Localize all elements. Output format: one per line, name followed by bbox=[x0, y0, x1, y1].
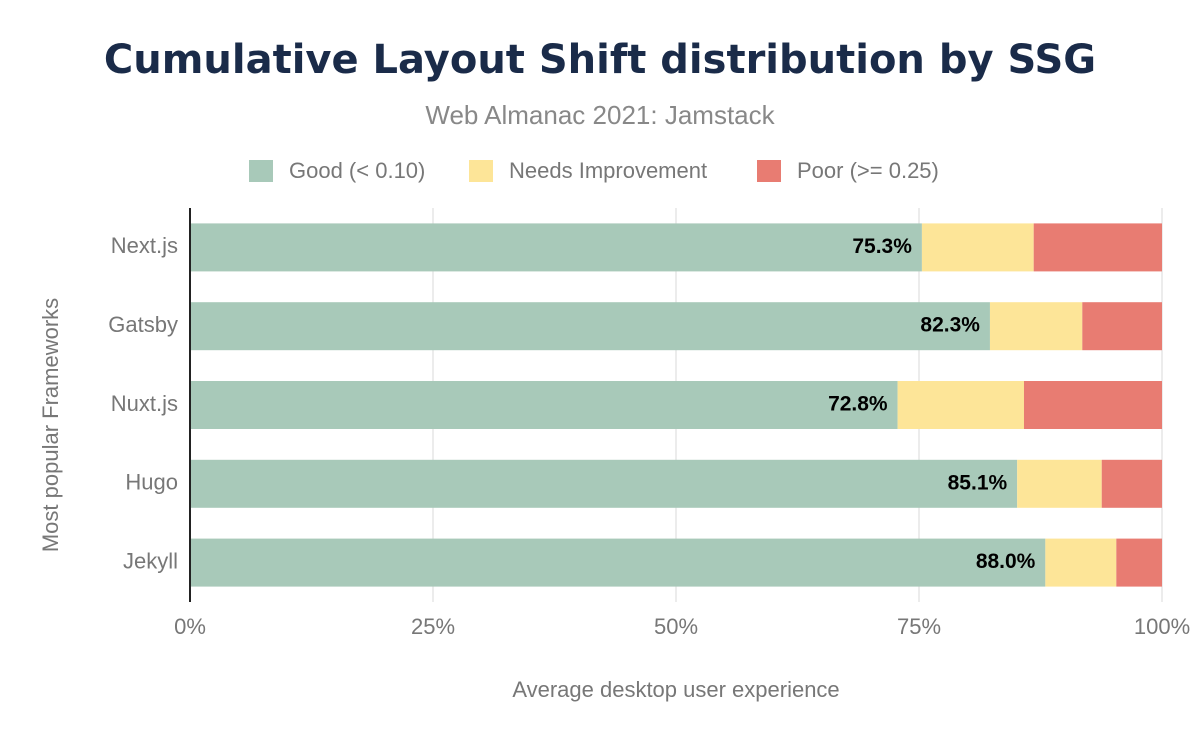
bar-segment bbox=[1101, 459, 1162, 508]
legend-label: Poor (>= 0.25) bbox=[797, 158, 939, 183]
data-label: 85.1% bbox=[948, 471, 1008, 494]
chart-title: Cumulative Layout Shift distribution by … bbox=[104, 37, 1096, 83]
x-tick-label: 75% bbox=[897, 614, 941, 639]
bar-segment bbox=[1033, 223, 1162, 272]
y-axis-label: Most popular Frameworks bbox=[38, 298, 63, 552]
legend-swatch bbox=[757, 160, 781, 182]
bars: 75.3% 82.3% 72.8% 85.1% 88.0% bbox=[190, 223, 1162, 587]
legend-label: Needs Improvement bbox=[509, 158, 707, 183]
chart-subtitle: Web Almanac 2021: Jamstack bbox=[425, 100, 775, 130]
x-tick-label: 0% bbox=[174, 614, 206, 639]
y-tick-label: Jekyll bbox=[123, 548, 178, 573]
bar-segment bbox=[1023, 381, 1162, 429]
legend-swatch bbox=[469, 160, 493, 182]
y-tick-label: Hugo bbox=[125, 470, 178, 495]
x-axis-label: Average desktop user experience bbox=[512, 677, 839, 702]
data-label: 82.3% bbox=[920, 314, 980, 337]
bar-segment bbox=[921, 223, 1034, 272]
x-tick-label: 25% bbox=[411, 614, 455, 639]
bar-segment bbox=[1017, 459, 1102, 508]
bar-segment bbox=[1082, 302, 1162, 351]
y-tick-label: Next.js bbox=[111, 233, 178, 258]
y-tick-label: Nuxt.js bbox=[111, 391, 178, 416]
legend-label: Good (< 0.10) bbox=[289, 158, 425, 183]
bar-segment bbox=[190, 538, 1046, 587]
bar-segment bbox=[190, 302, 990, 351]
data-label: 75.3% bbox=[852, 235, 912, 258]
data-label: 72.8% bbox=[828, 393, 888, 416]
bar-segment bbox=[989, 302, 1083, 351]
bar-segment bbox=[1045, 538, 1117, 587]
bar-segment bbox=[190, 459, 1018, 508]
x-tick-label: 50% bbox=[654, 614, 698, 639]
bar-segment bbox=[190, 223, 922, 272]
bar-segment bbox=[897, 381, 1024, 429]
bar-segment bbox=[190, 381, 898, 429]
x-tick-label: 100% bbox=[1134, 614, 1190, 639]
y-tick-label: Gatsby bbox=[108, 312, 178, 337]
bar-segment bbox=[1116, 538, 1162, 587]
legend-swatch bbox=[249, 160, 273, 182]
data-label: 88.0% bbox=[976, 550, 1036, 573]
